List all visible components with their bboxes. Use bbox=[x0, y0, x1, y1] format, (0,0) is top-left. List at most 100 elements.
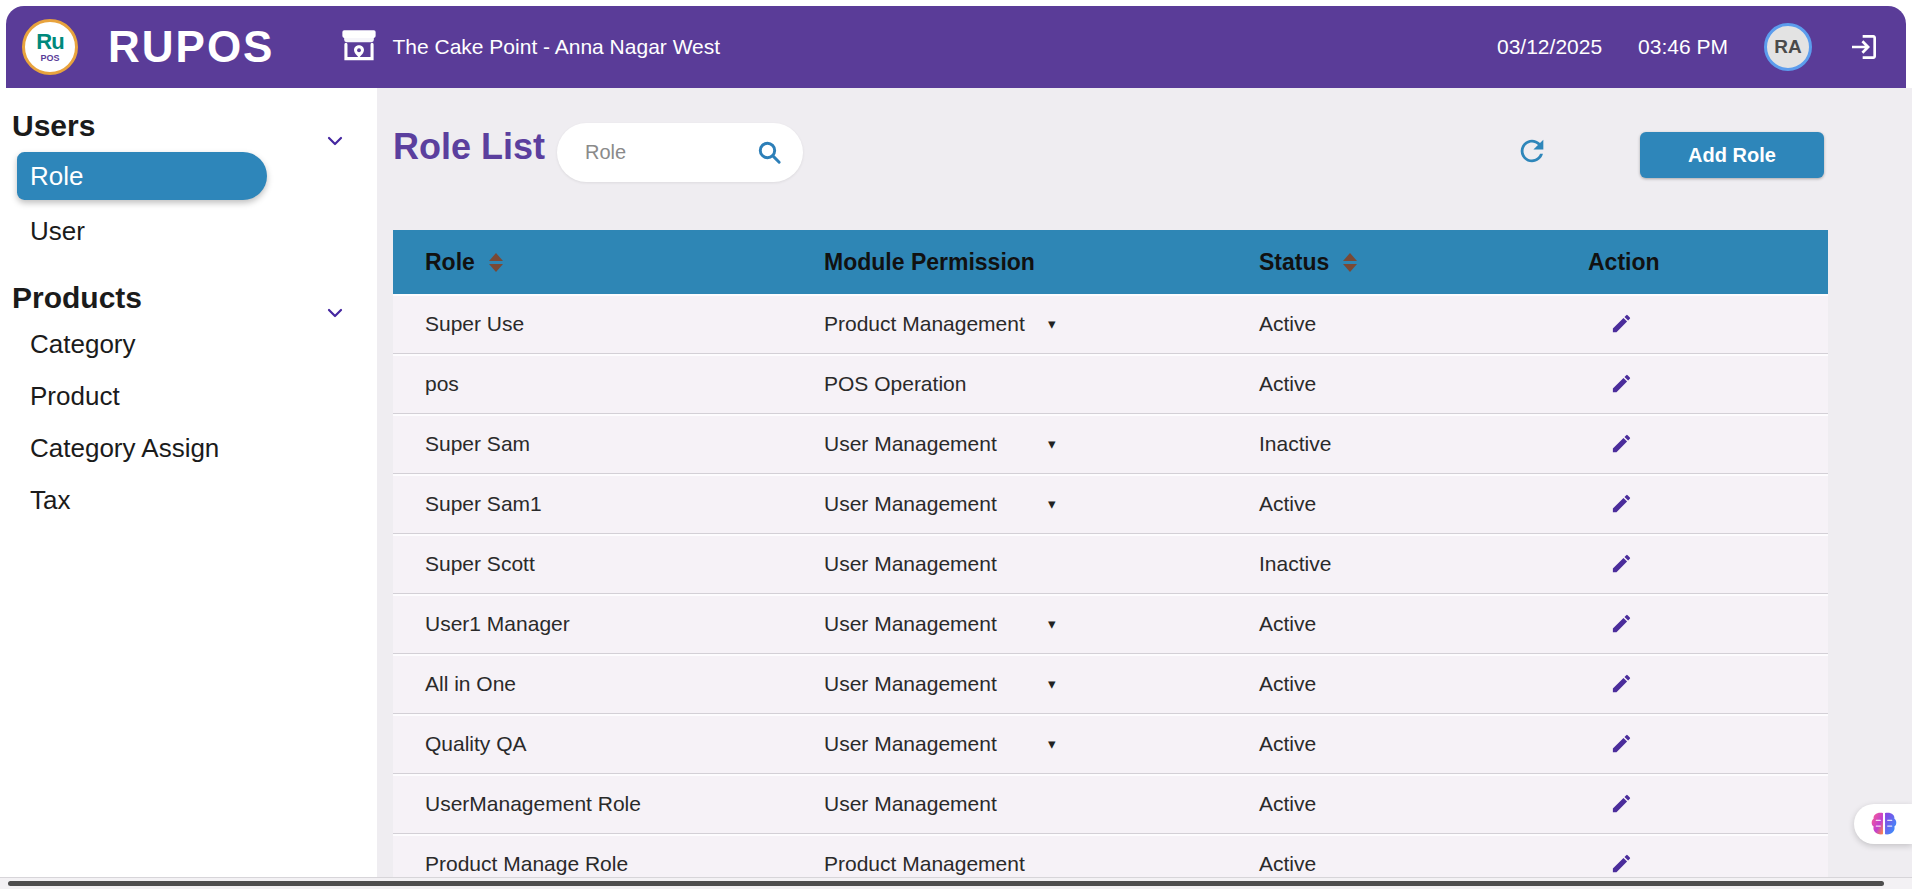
pencil-icon[interactable] bbox=[1610, 552, 1633, 575]
cell-action bbox=[1588, 672, 1828, 695]
chevron-down-icon[interactable] bbox=[327, 118, 343, 154]
pencil-icon[interactable] bbox=[1610, 612, 1633, 635]
cell-module: User Management ▾ bbox=[824, 612, 1259, 636]
cell-status: Active bbox=[1259, 612, 1588, 636]
column-header-action-label: Action bbox=[1588, 249, 1660, 276]
cell-module: User Management ▾ bbox=[824, 552, 1259, 576]
sort-arrows-icon[interactable] bbox=[489, 253, 503, 272]
cell-role: pos bbox=[393, 372, 824, 396]
cell-role: User1 Manager bbox=[393, 612, 824, 636]
cell-module-label: User Management bbox=[824, 792, 997, 815]
current-date: 03/12/2025 bbox=[1497, 35, 1602, 59]
module-dropdown-caret[interactable]: ▾ bbox=[1048, 495, 1056, 513]
column-header-status[interactable]: Status bbox=[1259, 249, 1588, 276]
current-time: 03:46 PM bbox=[1638, 35, 1728, 59]
sidebar-item-role[interactable]: Role bbox=[17, 152, 267, 200]
page-title: Role List bbox=[393, 126, 545, 168]
logout-icon[interactable] bbox=[1848, 31, 1880, 63]
search-icon[interactable] bbox=[756, 139, 783, 166]
sidebar-section-users[interactable]: Users bbox=[12, 108, 377, 144]
horizontal-scrollbar-thumb[interactable] bbox=[8, 881, 1884, 886]
table-row: User1 Manager User Management ▾ Active bbox=[393, 594, 1828, 654]
column-header-action: Action bbox=[1588, 249, 1828, 276]
table-row: Super Sam1 User Management ▾ Active bbox=[393, 474, 1828, 534]
sidebar-item-user[interactable]: User bbox=[30, 215, 377, 247]
sidebar-section-products[interactable]: Products bbox=[12, 280, 377, 316]
sidebar-section-products-label: Products bbox=[12, 281, 142, 314]
cell-module: User Management ▾ bbox=[824, 492, 1259, 516]
logo-text-ru: Ru bbox=[36, 31, 63, 53]
cell-module-label: Product Management bbox=[824, 852, 1025, 875]
sidebar-item-tax[interactable]: Tax bbox=[30, 484, 377, 516]
store-name: The Cake Point - Anna Nagar West bbox=[392, 35, 720, 59]
table-row: Super Scott User Management ▾ Inactive bbox=[393, 534, 1828, 594]
column-header-status-label: Status bbox=[1259, 249, 1329, 276]
cell-status: Active bbox=[1259, 732, 1588, 756]
pencil-icon[interactable] bbox=[1610, 372, 1633, 395]
cell-action bbox=[1588, 732, 1828, 755]
cell-action bbox=[1588, 552, 1828, 575]
cell-module-label: User Management bbox=[824, 672, 997, 695]
sort-arrows-icon[interactable] bbox=[1343, 253, 1357, 272]
sidebar-item-role-label: Role bbox=[30, 161, 83, 192]
storefront-icon bbox=[340, 27, 378, 67]
module-dropdown-caret[interactable]: ▾ bbox=[1048, 675, 1056, 693]
cell-role: Quality QA bbox=[393, 732, 824, 756]
pencil-icon[interactable] bbox=[1610, 792, 1633, 815]
cell-module: User Management ▾ bbox=[824, 432, 1259, 456]
cell-action bbox=[1588, 792, 1828, 815]
sidebar-item-category-assign[interactable]: Category Assign bbox=[30, 432, 377, 464]
sidebar: Users Role User Products Category Produc… bbox=[0, 88, 377, 877]
table-row: All in One User Management ▾ Active bbox=[393, 654, 1828, 714]
add-role-button[interactable]: Add Role bbox=[1640, 132, 1824, 178]
cell-role: Super Scott bbox=[393, 552, 824, 576]
module-dropdown-caret[interactable]: ▾ bbox=[1048, 435, 1056, 453]
cell-status: Active bbox=[1259, 312, 1588, 336]
cell-module: POS Operation ▾ bbox=[824, 372, 1259, 396]
sidebar-item-category[interactable]: Category bbox=[30, 328, 377, 360]
module-dropdown-caret[interactable]: ▾ bbox=[1048, 735, 1056, 753]
chevron-down-icon[interactable] bbox=[327, 290, 343, 326]
cell-module: Product Management ▾ bbox=[824, 312, 1259, 336]
cell-role: Super Sam1 bbox=[393, 492, 824, 516]
pencil-icon[interactable] bbox=[1610, 852, 1633, 875]
main-content: Role List Add Role Role bbox=[377, 88, 1912, 877]
cell-action bbox=[1588, 372, 1828, 395]
cell-module-label: User Management bbox=[824, 552, 997, 575]
brain-icon bbox=[1869, 811, 1899, 838]
pencil-icon[interactable] bbox=[1610, 732, 1633, 755]
brand-title: RUPOS bbox=[108, 22, 274, 72]
cell-action bbox=[1588, 852, 1828, 875]
sidebar-item-product[interactable]: Product bbox=[30, 380, 377, 412]
pencil-icon[interactable] bbox=[1610, 672, 1633, 695]
role-table: Role Module Permission Status Action Sup… bbox=[393, 230, 1828, 889]
refresh-icon[interactable] bbox=[1515, 134, 1549, 168]
cell-role: Super Use bbox=[393, 312, 824, 336]
module-dropdown-caret[interactable]: ▾ bbox=[1048, 315, 1056, 333]
module-dropdown-caret[interactable]: ▾ bbox=[1048, 615, 1056, 633]
column-header-module-label: Module Permission bbox=[824, 249, 1035, 276]
cell-action bbox=[1588, 492, 1828, 515]
cell-status: Active bbox=[1259, 372, 1588, 396]
app-root: Ru POS RUPOS The Cake Point - Anna Nagar… bbox=[0, 0, 1912, 889]
pencil-icon[interactable] bbox=[1610, 432, 1633, 455]
user-avatar[interactable]: RA bbox=[1764, 23, 1812, 71]
column-header-role[interactable]: Role bbox=[393, 249, 824, 276]
pencil-icon[interactable] bbox=[1610, 312, 1633, 335]
search-input[interactable] bbox=[585, 141, 735, 164]
cell-status: Inactive bbox=[1259, 432, 1588, 456]
cell-action bbox=[1588, 432, 1828, 455]
cell-module-label: User Management bbox=[824, 492, 997, 515]
assistant-launcher[interactable] bbox=[1854, 804, 1912, 844]
pencil-icon[interactable] bbox=[1610, 492, 1633, 515]
cell-module: User Management ▾ bbox=[824, 732, 1259, 756]
top-bar: Ru POS RUPOS The Cake Point - Anna Nagar… bbox=[6, 6, 1906, 88]
table-row: Quality QA User Management ▾ Active bbox=[393, 714, 1828, 774]
cell-module-label: POS Operation bbox=[824, 372, 966, 395]
search-box bbox=[557, 123, 803, 182]
table-body: Super Use Product Management ▾ Active po… bbox=[393, 294, 1828, 889]
cell-module: User Management ▾ bbox=[824, 672, 1259, 696]
cell-role: Product Manage Role bbox=[393, 852, 824, 876]
cell-status: Active bbox=[1259, 792, 1588, 816]
table-header-row: Role Module Permission Status Action bbox=[393, 230, 1828, 294]
